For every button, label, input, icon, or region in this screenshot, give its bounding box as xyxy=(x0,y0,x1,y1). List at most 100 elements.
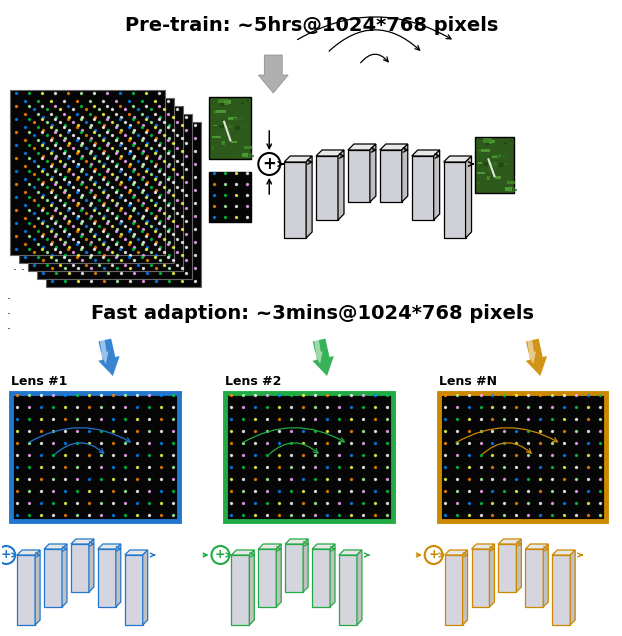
Bar xyxy=(213,114,219,118)
Bar xyxy=(125,555,142,625)
Polygon shape xyxy=(498,539,521,544)
Bar xyxy=(503,163,508,165)
Text: ·
·
·: · · · xyxy=(6,293,10,336)
Bar xyxy=(339,555,357,625)
Bar xyxy=(348,150,370,202)
Bar xyxy=(505,187,511,191)
Polygon shape xyxy=(445,550,468,555)
Text: +: + xyxy=(262,155,276,173)
Bar xyxy=(28,106,183,271)
Bar xyxy=(224,125,233,128)
FancyArrow shape xyxy=(98,338,119,376)
Bar xyxy=(499,156,506,158)
Bar xyxy=(477,182,479,185)
Text: Lens #1: Lens #1 xyxy=(11,375,68,388)
Polygon shape xyxy=(35,550,40,625)
Bar xyxy=(213,125,217,126)
Polygon shape xyxy=(44,544,67,549)
Polygon shape xyxy=(552,550,575,555)
Polygon shape xyxy=(402,144,408,202)
FancyArrow shape xyxy=(312,338,334,376)
Polygon shape xyxy=(357,550,362,625)
Bar xyxy=(216,132,225,136)
Bar xyxy=(244,146,252,149)
Bar xyxy=(19,98,174,263)
Polygon shape xyxy=(370,144,376,202)
Bar xyxy=(238,118,244,120)
Polygon shape xyxy=(125,550,147,555)
Polygon shape xyxy=(89,539,94,592)
Bar xyxy=(475,137,514,193)
Polygon shape xyxy=(443,156,471,162)
Bar xyxy=(231,555,249,625)
Polygon shape xyxy=(303,539,308,592)
Polygon shape xyxy=(284,156,312,162)
FancyArrow shape xyxy=(313,338,323,364)
Bar xyxy=(380,150,402,202)
FancyArrow shape xyxy=(258,55,288,93)
Bar xyxy=(484,162,494,165)
Bar xyxy=(240,126,243,127)
Bar xyxy=(471,549,490,607)
Polygon shape xyxy=(249,550,254,625)
Text: Fast adaption: ~3mins@1024*768 pixels: Fast adaption: ~3mins@1024*768 pixels xyxy=(91,304,534,323)
Circle shape xyxy=(211,546,230,564)
Circle shape xyxy=(425,546,443,564)
Bar xyxy=(241,102,244,104)
Bar xyxy=(44,549,62,607)
Bar xyxy=(478,153,484,156)
Bar xyxy=(489,140,492,144)
Bar xyxy=(234,109,241,111)
Polygon shape xyxy=(348,144,376,150)
Bar xyxy=(71,544,89,592)
Bar xyxy=(477,149,483,153)
Bar xyxy=(501,156,507,158)
Bar xyxy=(210,172,251,222)
Polygon shape xyxy=(330,544,335,607)
Bar xyxy=(235,126,241,130)
Bar xyxy=(235,118,243,120)
Polygon shape xyxy=(316,150,344,156)
Bar xyxy=(46,122,200,287)
Polygon shape xyxy=(526,544,548,549)
Polygon shape xyxy=(231,550,254,555)
Bar xyxy=(499,163,504,167)
Polygon shape xyxy=(71,539,94,544)
Bar xyxy=(443,162,465,238)
Bar xyxy=(552,555,570,625)
Polygon shape xyxy=(471,544,494,549)
Bar xyxy=(284,162,306,238)
Bar xyxy=(488,162,497,165)
Bar xyxy=(481,149,490,152)
Text: Lens #N: Lens #N xyxy=(439,375,496,388)
Bar xyxy=(222,141,225,145)
Bar xyxy=(238,153,246,156)
Bar xyxy=(490,165,498,170)
Polygon shape xyxy=(306,156,312,238)
Bar xyxy=(412,156,434,220)
Polygon shape xyxy=(465,156,471,238)
Bar xyxy=(487,176,490,181)
Polygon shape xyxy=(62,544,67,607)
Bar xyxy=(477,172,486,174)
Bar xyxy=(495,176,501,179)
FancyArrow shape xyxy=(526,338,547,376)
Bar xyxy=(212,135,221,138)
Bar xyxy=(233,118,237,121)
Polygon shape xyxy=(142,550,147,625)
Polygon shape xyxy=(516,539,521,592)
Bar xyxy=(221,141,224,144)
Polygon shape xyxy=(285,539,308,544)
Bar xyxy=(486,177,488,179)
Text: +: + xyxy=(429,548,439,562)
Polygon shape xyxy=(17,550,40,555)
Bar xyxy=(225,393,393,521)
Polygon shape xyxy=(412,150,440,156)
Bar xyxy=(485,142,490,145)
Bar xyxy=(231,141,237,143)
Bar xyxy=(242,153,248,157)
Polygon shape xyxy=(339,550,362,555)
Polygon shape xyxy=(312,544,335,549)
Polygon shape xyxy=(116,544,121,607)
Bar xyxy=(508,189,517,191)
